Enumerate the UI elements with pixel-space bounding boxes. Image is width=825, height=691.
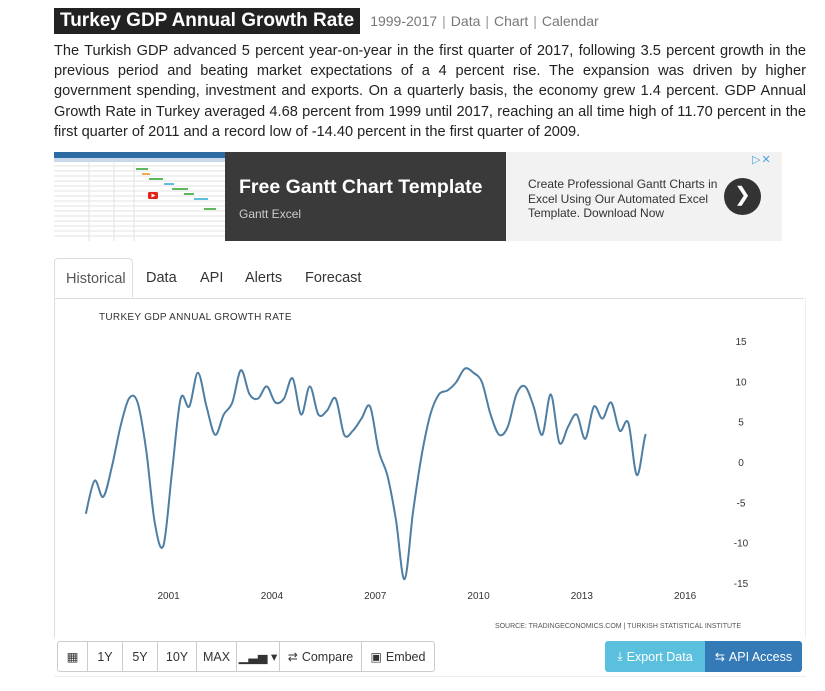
api-access-button[interactable]: ⇆ API Access: [705, 641, 802, 672]
series-line: [85, 367, 647, 581]
page-header: Turkey GDP Annual Growth Rate 1999-2017 …: [54, 8, 599, 34]
ad-thumbnail: [54, 152, 225, 241]
image-icon: ▣: [370, 649, 382, 664]
ad-brand: Gantt Excel: [239, 207, 302, 221]
link-data[interactable]: Data: [450, 13, 481, 29]
ad-dark-panel: Free Gantt Chart Template Gantt Excel: [225, 152, 506, 241]
range-10y-button[interactable]: 10Y: [157, 641, 197, 672]
download-icon: ⤓: [617, 649, 623, 663]
advertisement-banner[interactable]: Free Gantt Chart Template Gantt Excel Cr…: [54, 152, 782, 241]
x-tick-label: 2010: [467, 591, 490, 602]
shuffle-icon: ⇄: [287, 649, 298, 664]
exchange-icon: ⇆: [714, 649, 725, 664]
api-label: API Access: [728, 649, 793, 664]
separator: |: [533, 13, 537, 29]
x-tick-label: 2004: [261, 591, 284, 602]
page-title: Turkey GDP Annual Growth Rate: [54, 8, 361, 34]
chart-toolbar: ▦ 1Y 5Y 10Y MAX ▁▃▅ ▾ ⇄ Compare ▣ Embed: [57, 641, 435, 672]
x-tick-label: 2007: [364, 591, 387, 602]
adchoices-icon[interactable]: ▷✕: [752, 154, 772, 166]
chart-title: TURKEY GDP ANNUAL GROWTH RATE: [99, 312, 292, 323]
ad-title[interactable]: Free Gantt Chart Template: [239, 176, 483, 198]
x-tick-label: 2013: [571, 591, 594, 602]
y-tick-label: 10: [735, 377, 747, 388]
y-tick-label: -5: [737, 498, 746, 509]
chart-container: TURKEY GDP ANNUAL GROWTH RATE SOURCE: TR…: [54, 298, 806, 638]
y-tick-label: 5: [738, 418, 744, 429]
embed-label: Embed: [385, 649, 426, 664]
chart-type-button[interactable]: ▁▃▅ ▾: [236, 641, 280, 672]
range-5y-button[interactable]: 5Y: [122, 641, 158, 672]
y-tick-label: 0: [738, 458, 744, 469]
export-label: Export Data: [626, 649, 693, 664]
range-max-button[interactable]: MAX: [196, 641, 237, 672]
tab-bar: Historical Data API Alerts Forecast: [54, 258, 804, 299]
compare-label: Compare: [301, 649, 354, 664]
y-tick-label: 15: [735, 337, 747, 348]
chevron-right-icon[interactable]: ❯: [724, 178, 761, 215]
link-chart[interactable]: Chart: [494, 13, 529, 29]
chart-source: SOURCE: TRADINGECONOMICS.COM | TURKISH S…: [495, 623, 741, 630]
calendar-icon[interactable]: ▦: [57, 641, 88, 672]
x-tick-label: 2016: [674, 591, 697, 602]
y-tick-label: -15: [734, 579, 749, 590]
tab-alerts[interactable]: Alerts: [245, 270, 283, 286]
embed-button[interactable]: ▣ Embed: [361, 641, 435, 672]
link-calendar[interactable]: Calendar: [541, 13, 599, 29]
ad-text: Create Professional Gantt Charts in Exce…: [528, 177, 718, 220]
export-data-button[interactable]: ⤓ Export Data: [605, 641, 705, 672]
x-tick-label: 2001: [158, 591, 181, 602]
range-1y-button[interactable]: 1Y: [87, 641, 123, 672]
y-tick-label: -10: [734, 539, 749, 550]
gdp-line-chart: TURKEY GDP ANNUAL GROWTH RATE SOURCE: TR…: [85, 312, 749, 630]
bar-chart-icon: ▁▃▅ ▾: [238, 650, 278, 664]
export-group: ⤓ Export Data ⇆ API Access: [605, 641, 802, 672]
tab-forecast[interactable]: Forecast: [305, 270, 362, 286]
date-range: 1999-2017: [370, 13, 438, 29]
compare-button[interactable]: ⇄ Compare: [279, 641, 362, 672]
description-paragraph: The Turkish GDP advanced 5 percent year-…: [54, 43, 806, 140]
tab-data[interactable]: Data: [146, 270, 177, 286]
spreadsheet-thumbnail-icon: [54, 152, 225, 241]
tab-api[interactable]: API: [200, 270, 224, 286]
tab-historical[interactable]: Historical: [54, 258, 133, 298]
divider: [54, 676, 806, 677]
separator: |: [442, 13, 446, 29]
header-subnav: 1999-2017 | Data | Chart | Calendar: [370, 13, 599, 29]
separator: |: [485, 13, 490, 29]
